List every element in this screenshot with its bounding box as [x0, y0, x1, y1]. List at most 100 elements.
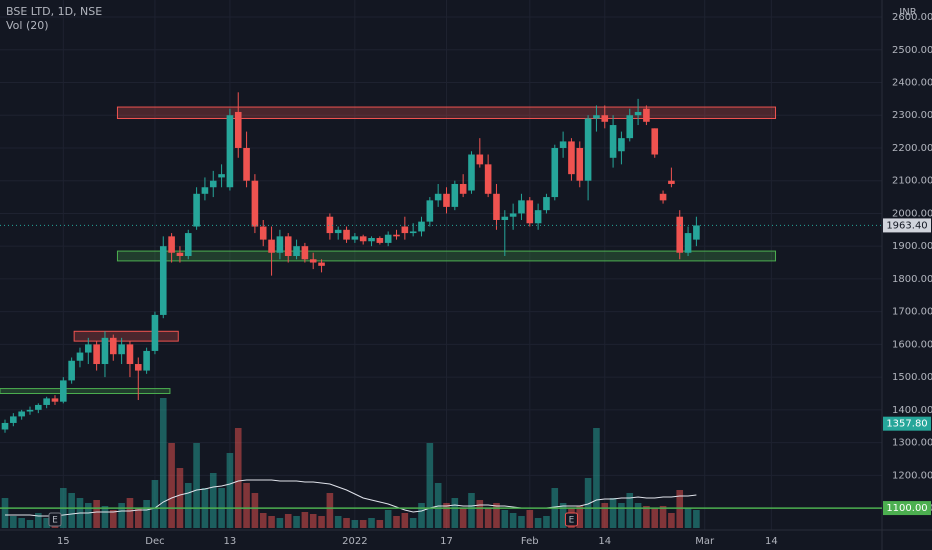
- volume-bar: [26, 520, 34, 528]
- y-tick-label: 1800.00: [892, 274, 932, 285]
- volume-bar: [609, 498, 617, 528]
- y-tick-label: 1200.00: [892, 470, 932, 481]
- candle-body: [209, 180, 217, 188]
- candle-body: [409, 231, 417, 234]
- event-label: E: [52, 516, 58, 526]
- candle-body: [509, 213, 517, 217]
- candle-body: [43, 398, 50, 405]
- candle-body: [234, 111, 242, 148]
- candle-body: [693, 225, 700, 240]
- chart-title: BSE LTD, 1D, NSE: [6, 5, 102, 18]
- volume-bar: [451, 498, 459, 528]
- candle-body: [609, 125, 617, 158]
- price-tag: [883, 501, 931, 516]
- y-tick-label: 2000.00: [892, 208, 932, 219]
- volume-bar: [559, 503, 567, 528]
- volume-bar: [426, 443, 434, 528]
- volume-bar: [318, 516, 325, 528]
- candle-body: [459, 183, 467, 194]
- candle-body: [484, 164, 492, 194]
- y-tick-label: 1300.00: [892, 438, 932, 449]
- candle-body: [343, 229, 350, 240]
- volume-bar: [618, 503, 625, 528]
- y-tick-label: 1900.00: [892, 241, 932, 252]
- volume-bar: [68, 493, 75, 528]
- candle-body: [35, 404, 42, 410]
- x-tick-label: 14: [765, 536, 778, 547]
- volume-bar: [684, 508, 692, 528]
- candle-body: [468, 154, 475, 191]
- candle-body: [593, 115, 600, 119]
- candle-body: [618, 138, 625, 152]
- candle-body: [351, 236, 359, 240]
- volume-bar: [659, 506, 667, 528]
- volume-bar: [534, 518, 542, 528]
- volume-bar: [459, 508, 467, 528]
- candle-body: [651, 128, 659, 155]
- volume-bar: [584, 478, 592, 528]
- y-tick-label: 2200.00: [892, 143, 932, 154]
- volume-bar: [43, 518, 50, 528]
- y-tick-label: 2400.00: [892, 77, 932, 88]
- candle-body: [376, 237, 384, 243]
- volume-bar: [134, 508, 142, 528]
- candle-body: [259, 226, 267, 240]
- x-tick-label: 14: [598, 536, 611, 547]
- candle-body: [226, 115, 234, 188]
- zone: [116, 250, 777, 262]
- candle-body: [434, 193, 442, 201]
- volume-bar: [118, 503, 125, 528]
- candle-body: [10, 416, 17, 423]
- candle-body: [51, 398, 59, 402]
- candle-body: [684, 233, 692, 253]
- candle-body: [676, 216, 684, 253]
- currency: INR: [899, 7, 916, 18]
- y-tick-label: 2500.00: [892, 45, 932, 56]
- volume-bar: [143, 500, 150, 528]
- y-tick-label: 1400.00: [892, 405, 932, 416]
- candle-body: [359, 236, 367, 242]
- candle-body: [218, 174, 225, 178]
- candle-body: [201, 187, 209, 194]
- candle-body: [159, 246, 167, 315]
- volume-bar: [443, 503, 450, 528]
- volume-bar: [176, 468, 184, 528]
- candle-body: [301, 246, 309, 260]
- volume-ma-line: [5, 479, 697, 517]
- zone: [0, 388, 171, 394]
- candle-body: [1, 422, 9, 430]
- volume-bar: [526, 510, 534, 528]
- volume-bar: [184, 483, 192, 528]
- volume-bar: [668, 513, 675, 528]
- candle-body: [634, 111, 642, 116]
- volume-bar: [334, 516, 342, 528]
- candle-body: [326, 216, 334, 234]
- volume-bar: [576, 506, 584, 528]
- candle-body: [501, 216, 509, 220]
- candle-body: [601, 115, 609, 122]
- volume-bar: [626, 493, 634, 528]
- candle-body: [26, 409, 34, 412]
- volume-bar: [651, 508, 659, 528]
- volume-bar: [109, 510, 117, 528]
- candle-body: [293, 246, 300, 256]
- candle-body: [18, 411, 25, 417]
- zone: [73, 330, 179, 342]
- candle-body: [193, 193, 200, 227]
- volume-bar: [676, 490, 684, 528]
- candle-body: [534, 210, 542, 224]
- volume-bar: [351, 520, 359, 528]
- candle-body: [168, 236, 175, 253]
- candle-body: [643, 108, 650, 122]
- candle-body: [668, 180, 675, 184]
- candle-body: [101, 337, 109, 365]
- candle-body: [184, 233, 192, 256]
- volume-bar: [368, 518, 375, 528]
- candle-body: [559, 141, 567, 148]
- volume-bar: [418, 503, 425, 528]
- event-marker: [48, 512, 62, 527]
- volume-bar: [484, 508, 492, 528]
- y-tick-label: 2100.00: [892, 176, 932, 187]
- volume-bar: [93, 500, 100, 528]
- volume-bar: [493, 503, 500, 528]
